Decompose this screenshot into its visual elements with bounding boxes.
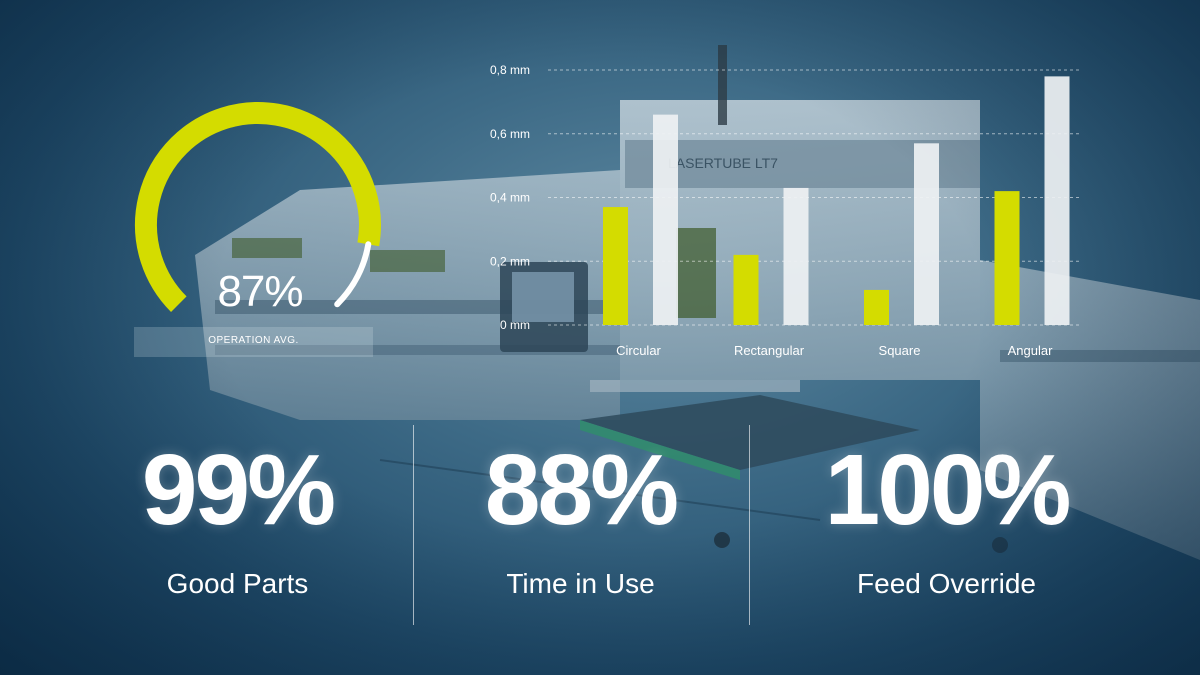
chart-bar [994,191,1020,325]
operation-avg-gauge: 87% OPERATION AVG. [120,95,400,365]
y-tick-label: 0,8 mm [490,63,530,77]
chart-bar [914,143,939,325]
chart-bar [733,254,759,325]
kpi-label: Time in Use [506,568,655,599]
y-tick-label: 0,6 mm [490,127,530,141]
chart-bar [603,207,628,325]
chart-bar [653,114,678,325]
bar-chart: 0 mm 0,2 mm 0,4 mm 0,6 mm 0,8 mm Circular Rec… [490,63,1082,358]
kpi-divider [749,425,750,625]
kpi-time-in-use: 88% Time in Use [413,440,748,600]
kpi-feed-override: 100% Feed Override [779,440,1114,600]
kpi-good-parts: 99% Good Parts [70,440,405,600]
kpi-value: 88% [484,434,679,546]
x-category-label: Angular [1008,343,1053,358]
gauge-label-box [134,327,373,357]
gauge-progress-arc [134,102,381,312]
gauge-value: 87% [217,267,303,316]
x-category-label: Circular [616,343,661,358]
gauge-remainder-arc [334,241,372,308]
kpi-value: 100% [824,434,1072,546]
kpi-label: Good Parts [166,568,309,599]
x-category-label: Rectangular [734,343,805,358]
y-tick-label: 0,2 mm [490,254,530,268]
kpi-value: 99% [141,434,336,546]
kpi-label: Feed Override [857,568,1036,599]
chart-bar [864,289,889,325]
chart-bar [783,187,809,325]
y-tick-label: 0,4 mm [490,191,530,205]
x-category-label: Square [879,343,921,358]
kpi-divider [413,425,414,625]
y-tick-label: 0 mm [500,318,530,332]
chart-bar [1044,76,1070,325]
gauge-label: OPERATION AVG. [208,335,299,346]
